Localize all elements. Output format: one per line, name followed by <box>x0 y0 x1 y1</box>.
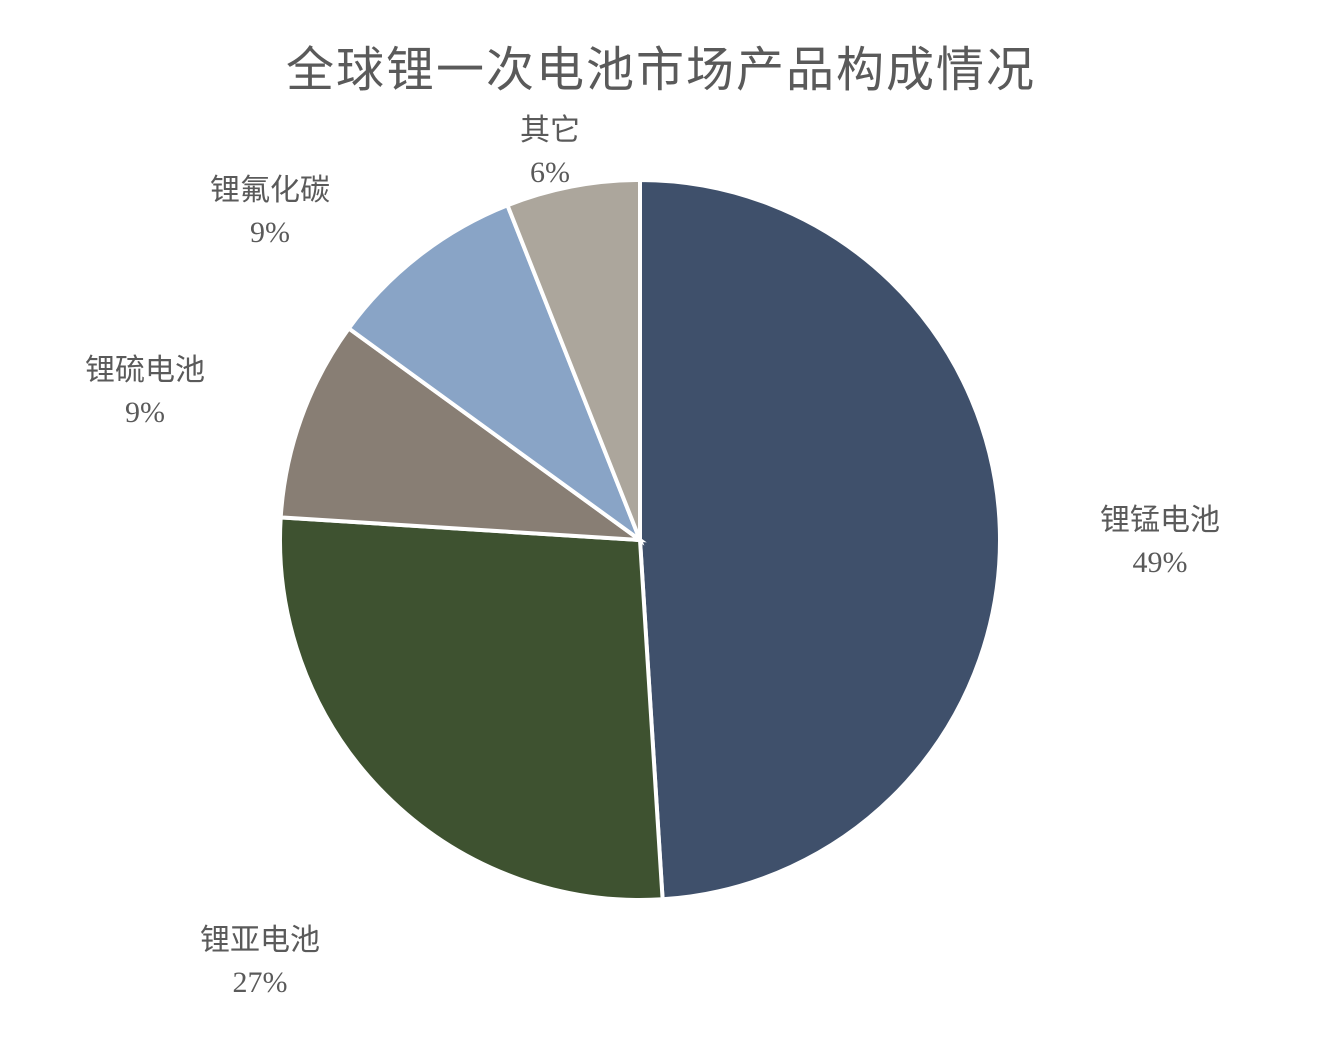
pie-slice <box>280 517 663 900</box>
slice-label-pct: 9% <box>85 392 205 434</box>
slice-label: 锂锰电池49% <box>1100 500 1220 584</box>
pie-chart <box>280 180 1000 900</box>
slice-label-pct: 49% <box>1100 542 1220 584</box>
slice-label-pct: 9% <box>210 212 330 254</box>
slice-label: 其它6% <box>520 110 580 194</box>
slice-label-name: 锂锰电池 <box>1100 500 1220 542</box>
chart-title: 全球锂一次电池市场产品构成情况 <box>286 30 1036 100</box>
slice-label: 锂硫电池9% <box>85 350 205 434</box>
pie-slice <box>640 180 1000 899</box>
slice-label-name: 其它 <box>520 110 580 152</box>
slice-label-pct: 27% <box>200 962 320 1004</box>
slice-label-pct: 6% <box>520 152 580 194</box>
slice-label-name: 锂氟化碳 <box>210 170 330 212</box>
slice-label-name: 锂亚电池 <box>200 920 320 962</box>
slice-label: 锂亚电池27% <box>200 920 320 1004</box>
pie-svg <box>280 180 1000 900</box>
slice-label-name: 锂硫电池 <box>85 350 205 392</box>
slice-label: 锂氟化碳9% <box>210 170 330 254</box>
